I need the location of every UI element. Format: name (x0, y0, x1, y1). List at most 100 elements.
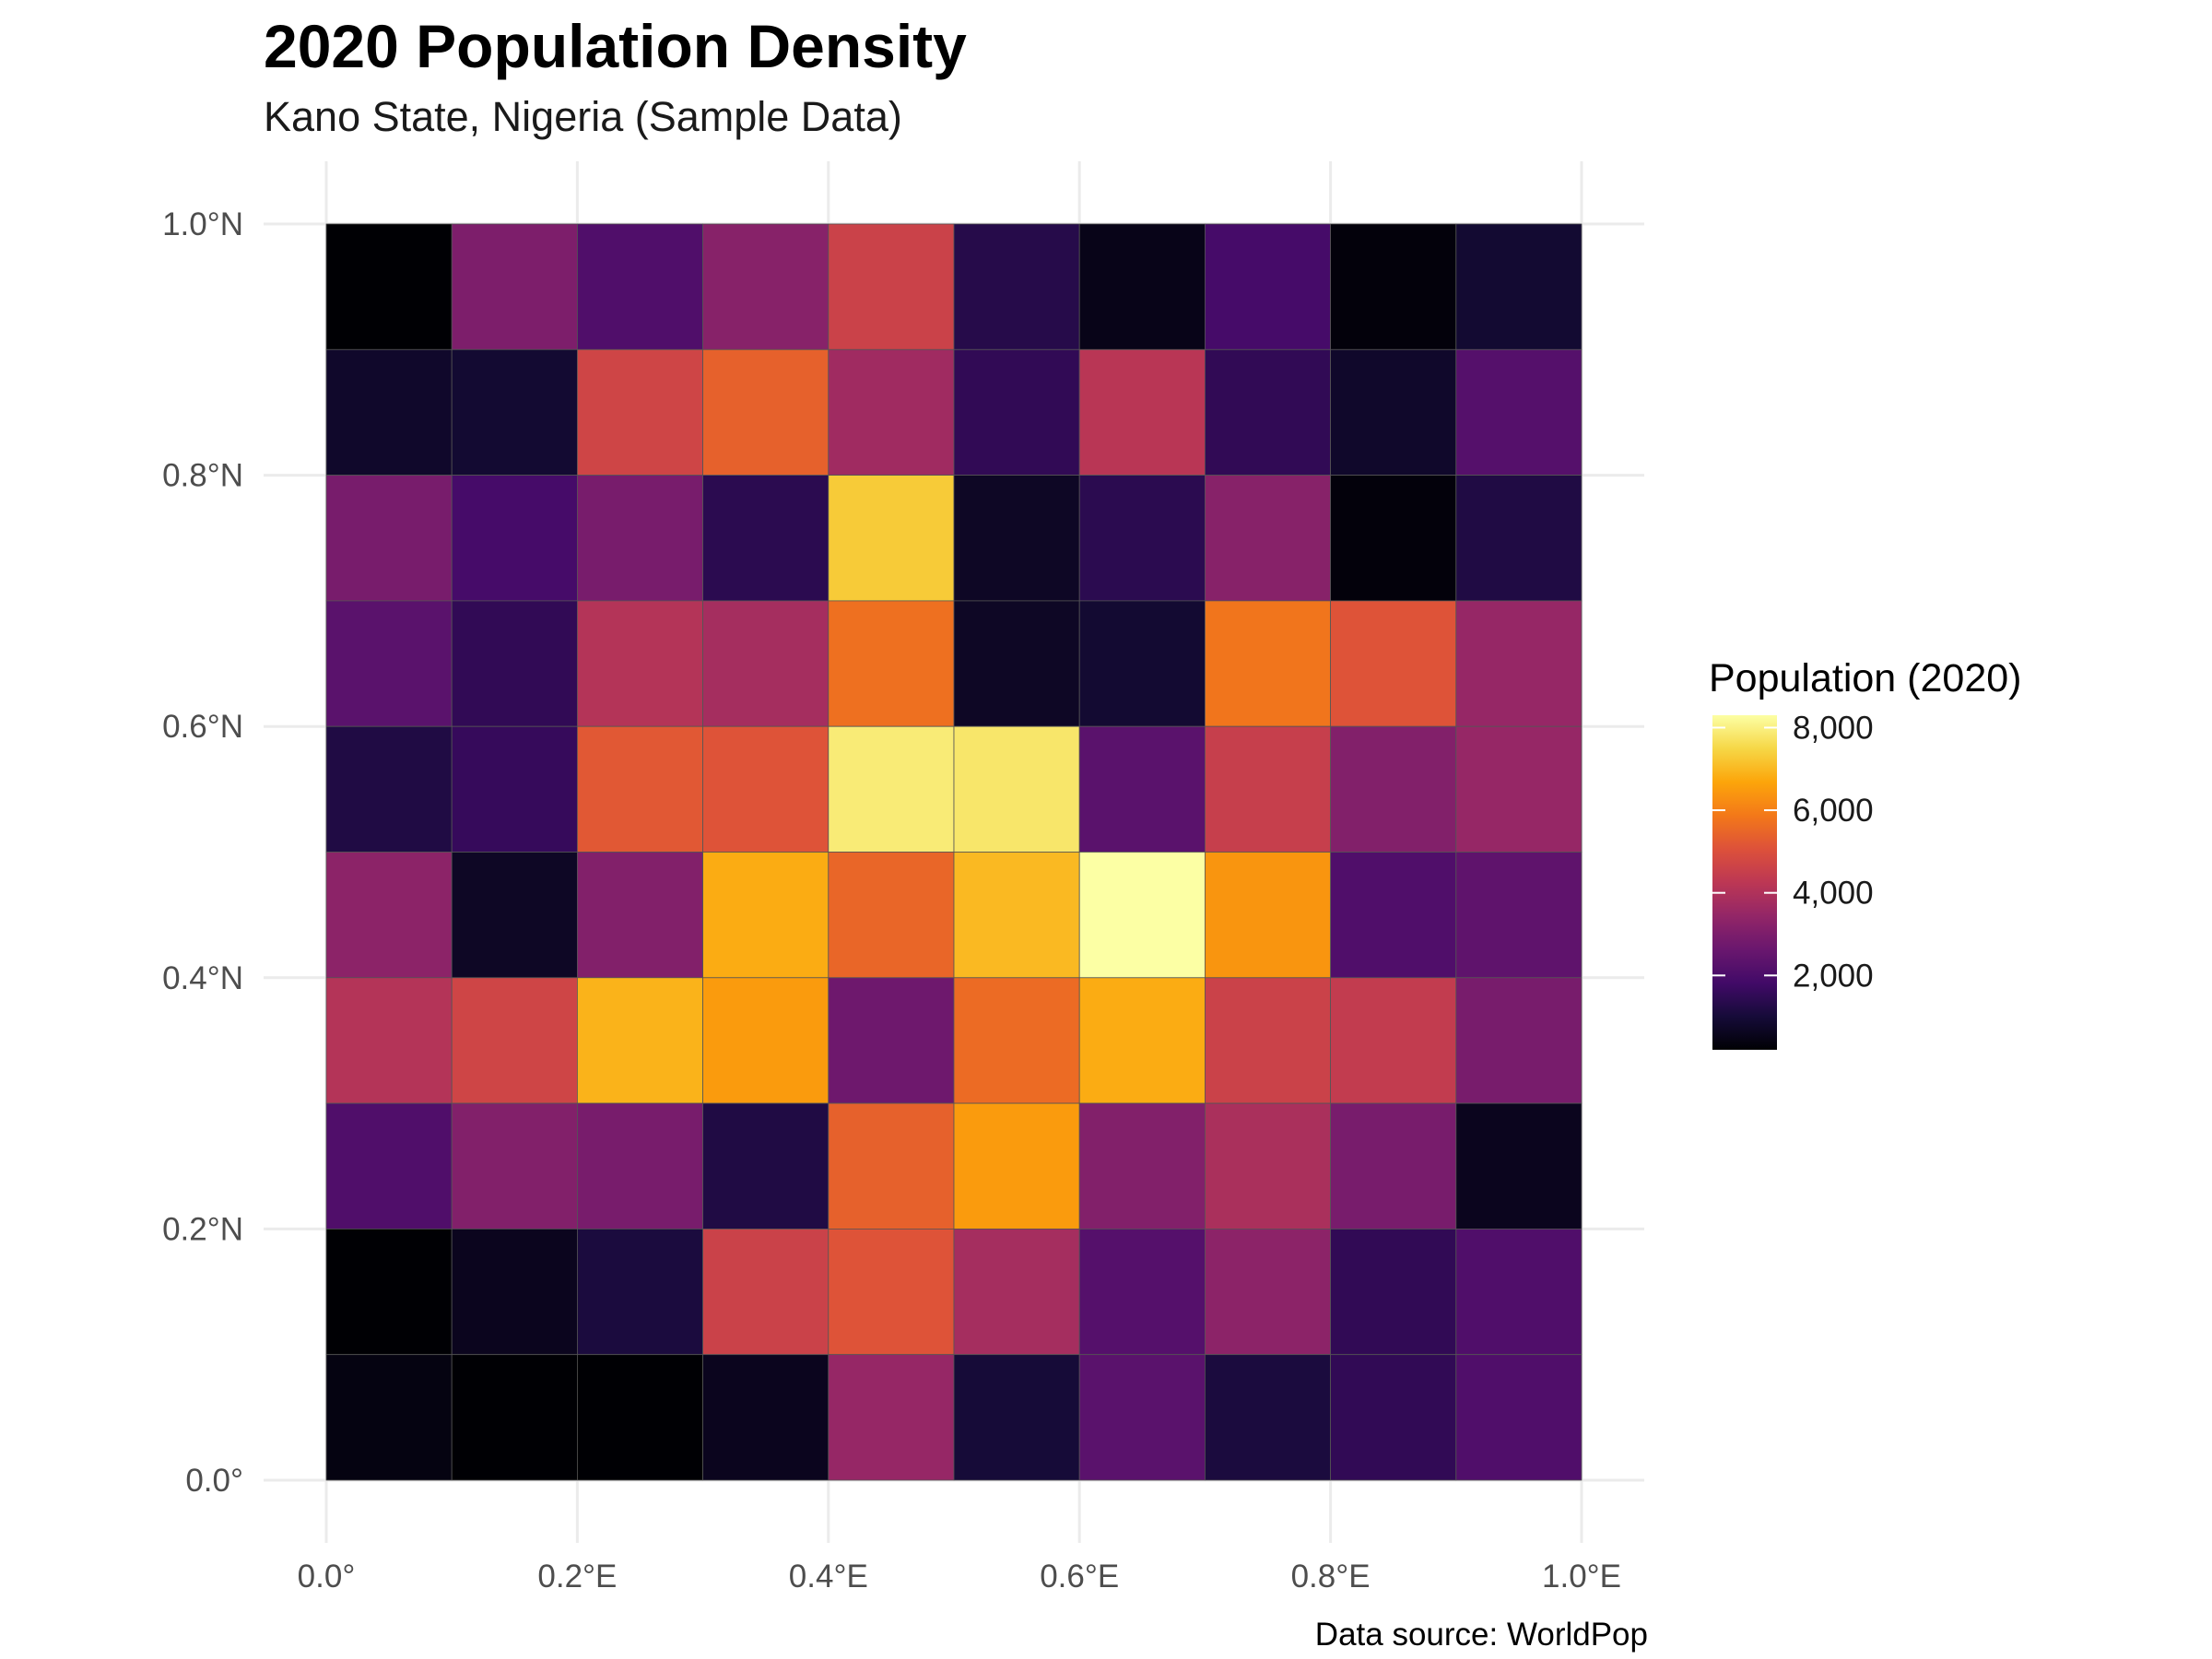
heatmap-cell (451, 1102, 578, 1230)
heatmap-cell (325, 977, 453, 1104)
chart-subtitle: Kano State, Nigeria (Sample Data) (264, 93, 902, 140)
y-tick-label: 0.0° (185, 1463, 243, 1499)
heatmap-cell (953, 475, 1080, 602)
heatmap-cell (1455, 725, 1583, 853)
heatmap-cell (828, 475, 955, 602)
heatmap-cell (1330, 348, 1457, 476)
legend-title: Population (2020) (1709, 656, 2021, 700)
heatmap-cell (577, 475, 704, 602)
heatmap-cell (828, 600, 955, 727)
heatmap-cell (451, 1229, 578, 1356)
heatmap-cell (1078, 1229, 1206, 1356)
y-tick-label: 1.0°N (162, 206, 243, 242)
heatmap-cell (451, 600, 578, 727)
legend-tick-label: 6,000 (1793, 793, 1874, 829)
heatmap-cell (1078, 475, 1206, 602)
heatmap-cell (1205, 223, 1332, 350)
heatmap-cell (1078, 1354, 1206, 1481)
heatmap-cell (451, 348, 578, 476)
heatmap-cell (953, 1102, 1080, 1230)
heatmap-cell (1078, 852, 1206, 979)
heatmap-cell (577, 852, 704, 979)
heatmap-cell (953, 1354, 1080, 1481)
heatmap-cell (577, 725, 704, 853)
heatmap-cells (325, 223, 1583, 1481)
heatmap-cell (953, 348, 1080, 476)
heatmap-cell (953, 1229, 1080, 1356)
legend-tick-label: 2,000 (1793, 958, 1874, 994)
legend: Population (2020) 2,000 4,000 6,000 8,000 (1709, 656, 2021, 1050)
heatmap-cell (828, 1229, 955, 1356)
heatmap-cell (451, 1354, 578, 1481)
x-tick-label: 0.0° (298, 1559, 356, 1594)
heatmap-cell (1455, 1102, 1583, 1230)
heatmap-cell (1330, 1229, 1457, 1356)
legend-colorbar (1712, 715, 1777, 1050)
y-tick-label: 0.8°N (162, 458, 243, 494)
y-tick-label: 0.6°N (162, 709, 243, 745)
chart-title: 2020 Population Density (264, 12, 967, 80)
heatmap-cell (828, 1354, 955, 1481)
heatmap-cell (1078, 600, 1206, 727)
heatmap-cell (1455, 223, 1583, 350)
heatmap-cell (577, 600, 704, 727)
heatmap-cell (1078, 223, 1206, 350)
heatmap-cell (325, 348, 453, 476)
heatmap-cell (451, 223, 578, 350)
heatmap-cell (1205, 1102, 1332, 1230)
heatmap-cell (828, 725, 955, 853)
heatmap-cell (451, 725, 578, 853)
heatmap-cell (1455, 348, 1583, 476)
x-tick-label: 0.8°E (1291, 1559, 1371, 1594)
heatmap-cell (577, 1102, 704, 1230)
heatmap-cell (325, 475, 453, 602)
heatmap-cell (1330, 725, 1457, 853)
x-tick-label: 0.2°E (537, 1559, 617, 1594)
heatmap-cell (702, 1354, 830, 1481)
heatmap-cell (1078, 348, 1206, 476)
heatmap-cell (1455, 977, 1583, 1104)
heatmap-cell (1205, 1229, 1332, 1356)
heatmap-cell (325, 1229, 453, 1356)
heatmap-cell (953, 725, 1080, 853)
heatmap-cell (1455, 600, 1583, 727)
heatmap-cell (1455, 1229, 1583, 1356)
heatmap-cell (451, 475, 578, 602)
heatmap-cell (953, 600, 1080, 727)
x-axis-ticks: 0.0° 0.2°E 0.4°E 0.6°E 0.8°E 1.0°E (298, 1559, 1621, 1594)
heatmap-cell (325, 1102, 453, 1230)
heatmap-cell (702, 600, 830, 727)
heatmap-cell (1205, 475, 1332, 602)
heatmap-cell (828, 852, 955, 979)
legend-tick-label: 8,000 (1793, 710, 1874, 746)
heatmap-cell (702, 977, 830, 1104)
heatmap-cell (828, 223, 955, 350)
x-tick-label: 0.4°E (789, 1559, 868, 1594)
heatmap-cell (828, 348, 955, 476)
heatmap-cell (828, 977, 955, 1104)
legend-tick-label: 4,000 (1793, 876, 1874, 912)
heatmap-cell (953, 852, 1080, 979)
heatmap-cell (1455, 852, 1583, 979)
heatmap-cell (1330, 977, 1457, 1104)
heatmap-cell (702, 725, 830, 853)
heatmap-cell (577, 977, 704, 1104)
heatmap-cell (1205, 600, 1332, 727)
heatmap-cell (1078, 977, 1206, 1104)
heatmap-cell (325, 725, 453, 853)
heatmap-cell (1205, 1354, 1332, 1481)
heatmap-cell (451, 977, 578, 1104)
heatmap-cell (1205, 348, 1332, 476)
heatmap-cell (325, 600, 453, 727)
heatmap-cell (1078, 725, 1206, 853)
heatmap-cell (1330, 852, 1457, 979)
heatmap-cell (1330, 1102, 1457, 1230)
heatmap-cell (702, 348, 830, 476)
heatmap-cell (702, 1229, 830, 1356)
heatmap-cell (702, 1102, 830, 1230)
heatmap-cell (1078, 1102, 1206, 1230)
y-tick-label: 0.4°N (162, 960, 243, 996)
heatmap-cell (953, 223, 1080, 350)
heatmap-cell (577, 1354, 704, 1481)
chart-caption: Data source: WorldPop (1315, 1617, 1648, 1653)
